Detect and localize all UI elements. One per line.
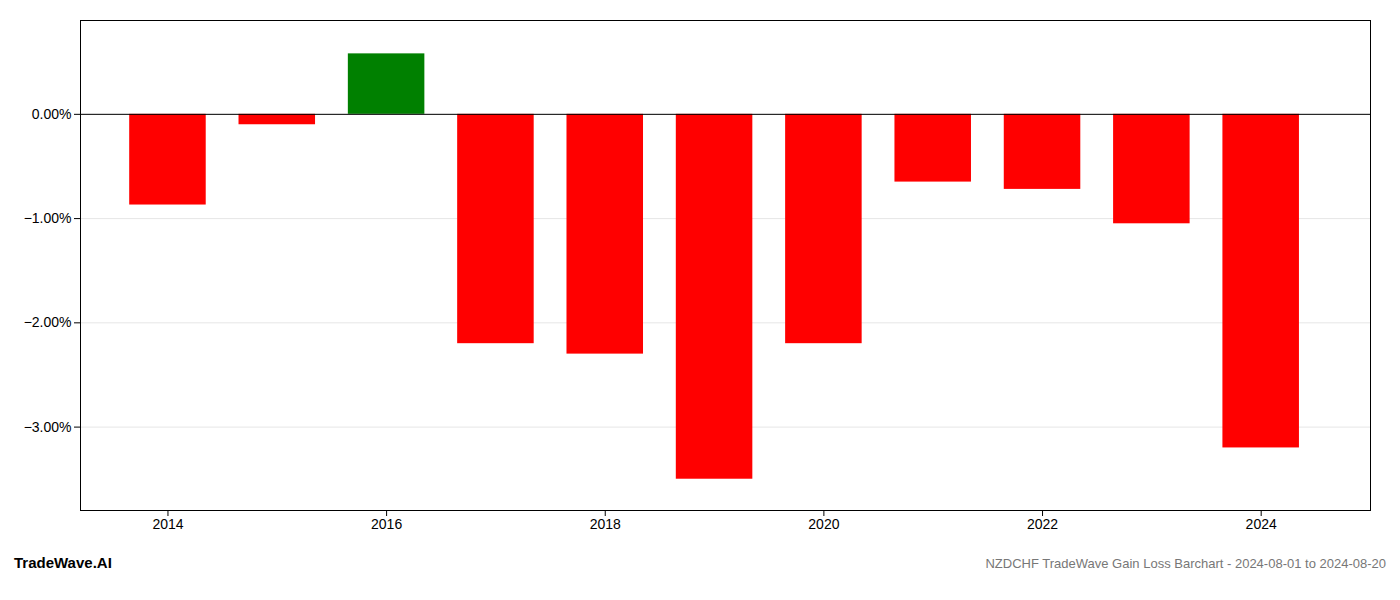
svg-text:2016: 2016	[371, 516, 402, 532]
html-text:NZDCHF TradeWave Gain Loss Bar: NZDCHF TradeWave Gain Loss Barchart - 20…	[985, 556, 1386, 571]
svg-text:2022: 2022	[1027, 516, 1058, 532]
svg-text:2018: 2018	[590, 516, 621, 532]
svg-text:−2.00%: −2.00%	[24, 314, 72, 330]
svg-text:0.00%: 0.00%	[32, 106, 72, 122]
svg-text:2020: 2020	[808, 516, 839, 532]
svg-text:−3.00%: −3.00%	[24, 419, 72, 435]
svg-text:2024: 2024	[1246, 516, 1277, 532]
svg-text:2014: 2014	[152, 516, 183, 532]
html-text:TradeWave.AI: TradeWave.AI	[14, 554, 112, 571]
svg-text:−1.00%: −1.00%	[24, 210, 72, 226]
